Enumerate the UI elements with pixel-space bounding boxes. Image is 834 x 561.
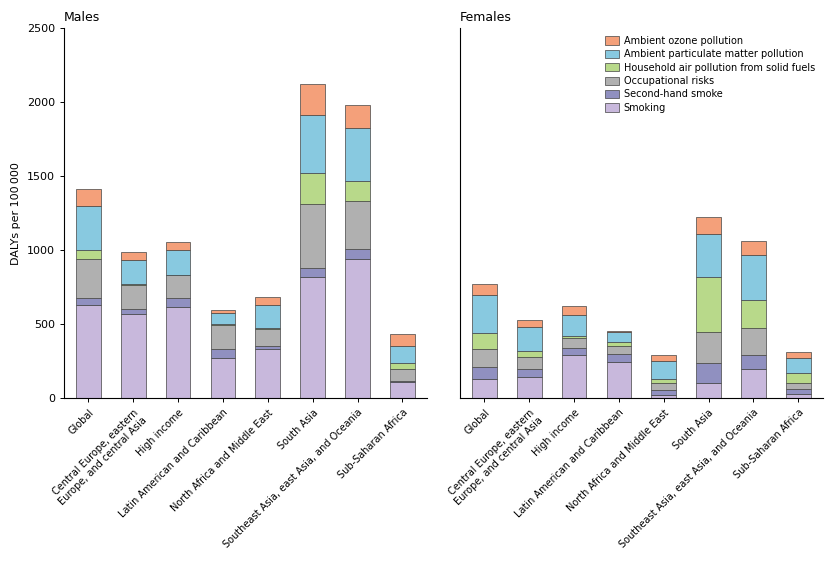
Bar [606, 332, 631, 342]
Bar [166, 275, 190, 298]
Bar [166, 298, 190, 307]
Bar [345, 105, 369, 128]
Bar [255, 297, 280, 305]
Bar [255, 329, 280, 347]
Bar [696, 332, 721, 364]
Y-axis label: DALYs per 100 000: DALYs per 100 000 [11, 162, 21, 265]
Bar [472, 350, 497, 367]
Bar [345, 128, 369, 181]
Bar [472, 367, 497, 379]
Bar [255, 350, 280, 398]
Bar [472, 295, 497, 333]
Bar [786, 352, 811, 358]
Bar [696, 364, 721, 384]
Bar [696, 234, 721, 277]
Bar [606, 342, 631, 347]
Bar [166, 307, 190, 398]
Bar [211, 324, 235, 325]
Bar [741, 369, 766, 398]
Bar [517, 357, 541, 369]
Bar [696, 384, 721, 398]
Bar [390, 369, 414, 380]
Bar [472, 333, 497, 350]
Bar [606, 347, 631, 354]
Bar [562, 348, 586, 355]
Bar [76, 297, 101, 305]
Bar [211, 325, 235, 350]
Bar [606, 354, 631, 362]
Bar [696, 277, 721, 332]
Bar [121, 252, 146, 260]
Bar [300, 277, 325, 398]
Bar [517, 320, 541, 327]
Bar [651, 379, 676, 383]
Text: Females: Females [460, 11, 511, 24]
Bar [121, 284, 146, 285]
Bar [345, 181, 369, 201]
Bar [651, 355, 676, 361]
Bar [390, 334, 414, 346]
Bar [76, 305, 101, 398]
Bar [606, 331, 631, 332]
Bar [606, 362, 631, 398]
Bar [76, 190, 101, 206]
Bar [300, 204, 325, 268]
Bar [517, 327, 541, 351]
Bar [211, 350, 235, 358]
Bar [651, 394, 676, 398]
Bar [255, 305, 280, 328]
Bar [300, 268, 325, 277]
Bar [255, 328, 280, 329]
Bar [300, 173, 325, 204]
Bar [651, 383, 676, 390]
Bar [255, 347, 280, 350]
Bar [517, 351, 541, 357]
Bar [696, 217, 721, 234]
Bar [121, 285, 146, 310]
Bar [76, 250, 101, 259]
Bar [562, 336, 586, 338]
Bar [517, 377, 541, 398]
Bar [345, 259, 369, 398]
Bar [786, 389, 811, 394]
Bar [651, 390, 676, 394]
Bar [345, 250, 369, 259]
Text: Males: Males [64, 11, 100, 24]
Legend: Ambient ozone pollution, Ambient particulate matter pollution, Household air pol: Ambient ozone pollution, Ambient particu… [602, 33, 818, 116]
Bar [562, 315, 586, 336]
Bar [786, 373, 811, 383]
Bar [76, 259, 101, 297]
Bar [390, 364, 414, 369]
Bar [121, 310, 146, 314]
Bar [166, 250, 190, 275]
Bar [211, 313, 235, 324]
Bar [741, 355, 766, 369]
Bar [121, 314, 146, 398]
Bar [76, 206, 101, 250]
Bar [472, 379, 497, 398]
Bar [786, 358, 811, 373]
Bar [517, 369, 541, 377]
Bar [300, 116, 325, 173]
Bar [562, 338, 586, 348]
Bar [211, 358, 235, 398]
Bar [786, 383, 811, 389]
Bar [121, 260, 146, 284]
Bar [390, 382, 414, 398]
Bar [166, 242, 190, 250]
Bar [741, 300, 766, 328]
Bar [390, 346, 414, 364]
Bar [786, 394, 811, 398]
Bar [300, 84, 325, 116]
Bar [562, 355, 586, 398]
Bar [211, 310, 235, 313]
Bar [741, 328, 766, 355]
Bar [741, 241, 766, 255]
Bar [741, 255, 766, 300]
Bar [345, 201, 369, 250]
Bar [472, 283, 497, 295]
Bar [390, 380, 414, 382]
Bar [562, 306, 586, 315]
Bar [651, 361, 676, 379]
